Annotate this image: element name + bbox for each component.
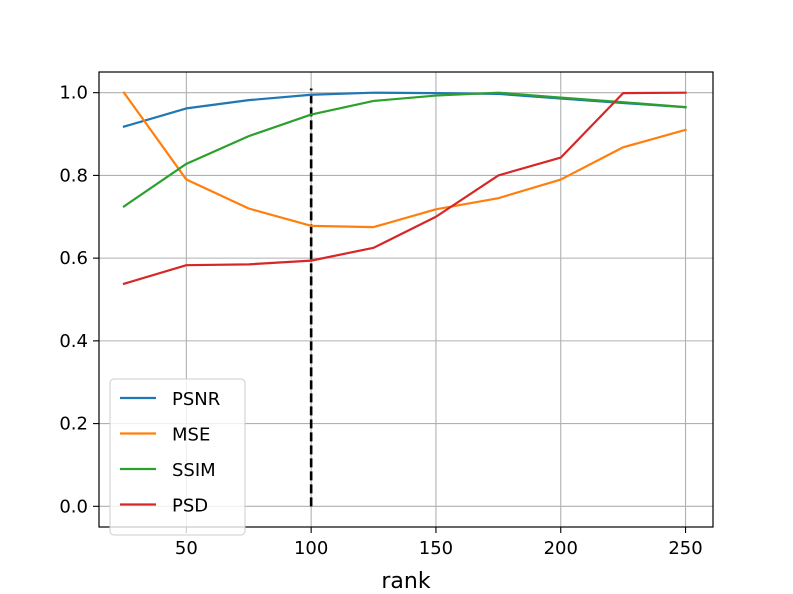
x-tick-label: 250 bbox=[668, 538, 702, 559]
y-tick-label: 0.8 bbox=[59, 165, 88, 186]
x-tick-label: 100 bbox=[294, 538, 328, 559]
y-tick-label: 0.0 bbox=[59, 496, 88, 517]
plot-frame bbox=[98, 71, 714, 528]
series-line-psd bbox=[122, 91, 687, 286]
series-line-ssim bbox=[122, 91, 687, 208]
series-lines bbox=[122, 91, 687, 286]
x-axis-label: rank bbox=[381, 569, 430, 594]
legend-label-ssim: SSIM bbox=[172, 460, 216, 481]
x-tick-label: 200 bbox=[544, 538, 578, 559]
legend-label-psnr: PSNR bbox=[172, 389, 220, 410]
legend-label-mse: MSE bbox=[172, 425, 210, 446]
legend-box bbox=[109, 378, 246, 536]
legend: PSNR MSE SSIM PSD bbox=[109, 378, 246, 536]
y-tick-label: 0.4 bbox=[59, 331, 88, 352]
y-tick-label: 0.2 bbox=[59, 414, 88, 435]
series-line-mse bbox=[122, 91, 687, 229]
x-tick-label: 150 bbox=[419, 538, 453, 559]
y-tick-label: 1.0 bbox=[59, 83, 88, 104]
x-tick-label: 50 bbox=[175, 538, 198, 559]
axis-ticks: 50 100 150 200 250 0.0 0.2 0.4 0.6 0.8 1.0 bbox=[59, 83, 702, 559]
legend-label-psd: PSD bbox=[172, 496, 208, 517]
y-tick-label: 0.6 bbox=[59, 248, 88, 269]
